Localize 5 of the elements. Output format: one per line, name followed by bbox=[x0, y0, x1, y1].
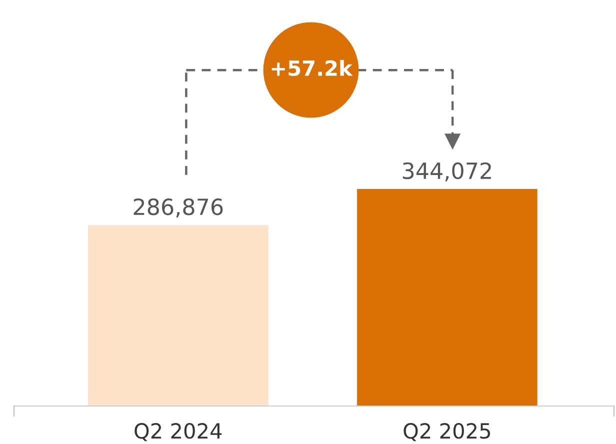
x-tick-label: Q2 2024 bbox=[134, 423, 222, 442]
data-label: 286,876 bbox=[134, 198, 223, 218]
data-label: 344,072 bbox=[402, 162, 491, 182]
text: +57.2k bbox=[272, 60, 353, 76]
x-tick-label: Q2 2025 bbox=[404, 423, 490, 442]
